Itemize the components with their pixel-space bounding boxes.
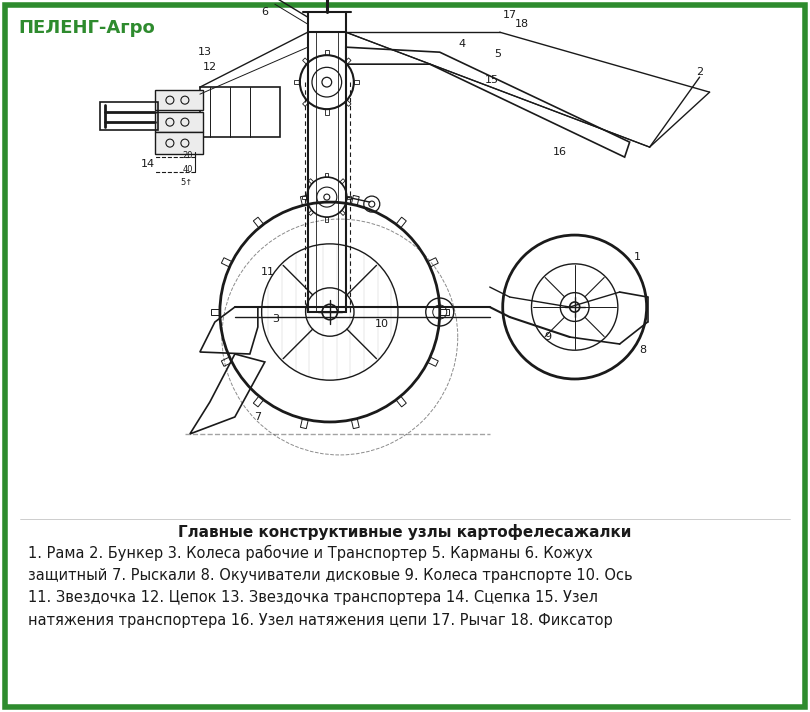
Text: 6: 6 (262, 7, 268, 17)
Text: 5↑: 5↑ (181, 177, 193, 187)
Text: Главные конструктивные узлы картофелесажалки: Главные конструктивные узлы картофелесаж… (178, 524, 632, 540)
Text: ПЕЛЕНГ-Агро: ПЕЛЕНГ-Агро (18, 19, 155, 37)
Text: 4: 4 (458, 39, 465, 49)
Text: 8: 8 (639, 345, 646, 355)
Text: 11: 11 (261, 267, 275, 277)
Text: 7: 7 (254, 412, 262, 422)
Text: 5: 5 (494, 49, 501, 59)
Text: 20: 20 (182, 151, 193, 159)
Text: 17: 17 (503, 10, 517, 20)
Text: 9: 9 (544, 332, 552, 342)
Text: 14: 14 (141, 159, 155, 169)
Text: 2: 2 (696, 67, 703, 77)
Bar (200, 87, 279, 137)
Text: 16: 16 (552, 147, 567, 157)
Bar (155, 112, 202, 132)
Text: 12: 12 (202, 62, 217, 72)
Bar (155, 90, 202, 110)
Bar (100, 102, 158, 130)
Bar (308, 32, 346, 312)
Text: 10: 10 (375, 319, 389, 329)
Text: 40: 40 (182, 164, 193, 174)
Text: 13: 13 (198, 47, 212, 57)
Text: 18: 18 (514, 19, 529, 29)
Text: 3: 3 (272, 314, 279, 324)
Bar (155, 132, 202, 154)
Text: 15: 15 (484, 75, 499, 85)
Text: 1: 1 (634, 252, 642, 262)
Text: 1. Рама 2. Бункер 3. Колеса рабочие и Транспортер 5. Карманы 6. Кожух
защитный 7: 1. Рама 2. Бункер 3. Колеса рабочие и Тр… (28, 545, 633, 628)
